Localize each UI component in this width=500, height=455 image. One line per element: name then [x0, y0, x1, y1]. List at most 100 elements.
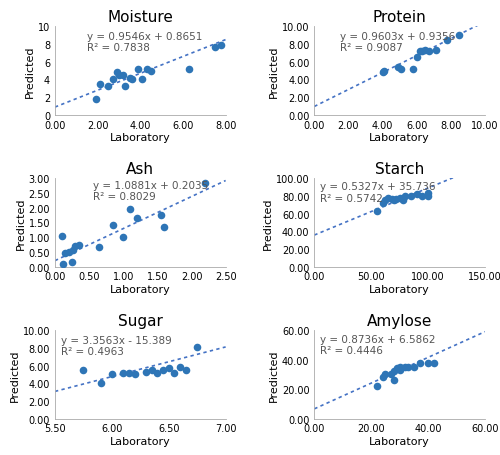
Point	[402, 364, 409, 371]
Point	[92, 96, 100, 103]
Text: y = 3.3563x - 15.389
R² = 0.4963: y = 3.3563x - 15.389 R² = 0.4963	[60, 335, 172, 356]
Point	[387, 371, 395, 378]
Y-axis label: Predicted: Predicted	[25, 45, 35, 97]
Point	[424, 190, 432, 197]
Y-axis label: Predicted: Predicted	[269, 349, 279, 401]
Point	[373, 383, 381, 390]
Y-axis label: Predicted: Predicted	[263, 197, 273, 249]
Point	[75, 241, 83, 248]
Point	[390, 197, 398, 205]
Point	[122, 83, 130, 90]
Point	[410, 364, 418, 371]
Point	[393, 365, 401, 372]
Point	[410, 66, 418, 73]
Point	[399, 197, 407, 205]
Point	[68, 259, 76, 266]
Point	[384, 195, 392, 202]
Point	[378, 70, 386, 77]
Point	[390, 377, 398, 384]
X-axis label: Laboratory: Laboratory	[370, 285, 430, 294]
Point	[218, 42, 226, 50]
Title: Moisture: Moisture	[108, 10, 174, 25]
Point	[424, 359, 432, 366]
Point	[120, 369, 128, 376]
Text: y = 0.5327x + 35.736
R² = 0.5742: y = 0.5327x + 35.736 R² = 0.5742	[320, 182, 436, 203]
Point	[138, 76, 146, 84]
Point	[373, 208, 381, 215]
Point	[211, 44, 219, 51]
Text: y = 0.8736x + 6.5862
R² = 0.4446: y = 0.8736x + 6.5862 R² = 0.4446	[320, 334, 436, 356]
Point	[165, 365, 173, 372]
Point	[444, 37, 452, 44]
Point	[170, 369, 178, 376]
Title: Protein: Protein	[373, 10, 426, 25]
X-axis label: Laboratory: Laboratory	[370, 133, 430, 143]
Point	[80, 366, 88, 374]
Y-axis label: Predicted: Predicted	[10, 349, 20, 401]
Point	[130, 371, 138, 378]
Text: y = 1.0881x + 0.2035
R² = 0.8029: y = 1.0881x + 0.2035 R² = 0.8029	[92, 180, 208, 202]
Point	[182, 366, 190, 374]
Point	[394, 64, 402, 71]
X-axis label: Laboratory: Laboratory	[110, 133, 170, 143]
Point	[418, 48, 426, 56]
Point	[160, 224, 168, 231]
Point	[380, 68, 388, 75]
Point	[176, 364, 184, 371]
Point	[186, 66, 194, 73]
Point	[128, 76, 136, 84]
Point	[59, 260, 67, 268]
Point	[416, 48, 424, 56]
Point	[456, 32, 464, 40]
Point	[108, 76, 116, 84]
Point	[72, 243, 80, 250]
Point	[424, 193, 432, 200]
Point	[402, 193, 409, 200]
Point	[390, 368, 398, 375]
Y-axis label: Predicted: Predicted	[269, 45, 279, 97]
Point	[109, 222, 117, 229]
Point	[407, 193, 415, 200]
Point	[430, 359, 438, 366]
Point	[126, 75, 134, 82]
Point	[115, 72, 123, 80]
Point	[416, 359, 424, 366]
X-axis label: Laboratory: Laboratory	[110, 285, 170, 294]
Point	[70, 247, 78, 254]
Point	[159, 366, 167, 374]
Point	[113, 70, 121, 77]
Point	[424, 48, 432, 56]
Point	[148, 366, 156, 374]
Text: y = 0.9603x + 0.9356
R² = 0.9087: y = 0.9603x + 0.9356 R² = 0.9087	[340, 32, 455, 53]
Point	[58, 233, 66, 240]
Point	[134, 66, 142, 73]
Point	[378, 200, 386, 207]
Title: Sugar: Sugar	[118, 313, 163, 328]
Point	[120, 234, 128, 241]
Point	[412, 55, 420, 62]
Point	[125, 370, 133, 377]
Point	[61, 250, 69, 258]
Point	[142, 66, 150, 73]
Point	[412, 191, 420, 198]
Point	[432, 47, 440, 55]
Point	[396, 366, 404, 374]
Point	[133, 215, 141, 222]
Title: Ash: Ash	[126, 162, 154, 177]
Title: Amylose: Amylose	[367, 313, 432, 328]
Point	[96, 380, 104, 387]
Point	[193, 344, 201, 351]
Y-axis label: Predicted: Predicted	[16, 197, 26, 249]
Text: y = 0.9546x + 0.8651
R² = 0.7838: y = 0.9546x + 0.8651 R² = 0.7838	[87, 32, 202, 53]
Point	[398, 66, 406, 73]
Point	[104, 84, 112, 91]
Point	[392, 197, 400, 204]
Point	[396, 364, 404, 371]
Point	[96, 244, 104, 252]
Point	[382, 371, 390, 378]
Point	[418, 193, 426, 200]
Point	[154, 369, 162, 376]
Point	[396, 195, 404, 202]
Point	[388, 196, 396, 203]
Point	[108, 371, 116, 378]
